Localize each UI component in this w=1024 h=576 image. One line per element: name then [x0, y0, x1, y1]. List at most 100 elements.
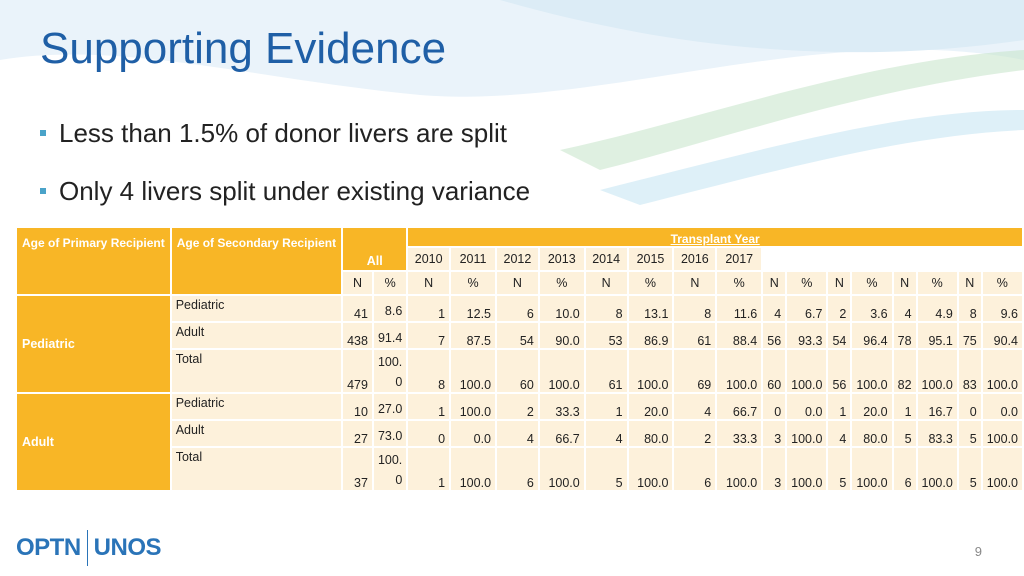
year-header: 2015 [628, 248, 673, 270]
table-cell: 87.5 [451, 323, 496, 348]
table-cell: 83 [958, 350, 981, 392]
table-cell: 100.0 [982, 350, 1022, 392]
table-row: Pediatric Pediatric 41 8.6 1 12.5 6 10.0 8 13.1 8 1… [17, 296, 1022, 392]
row-label: Pediatric [171, 394, 342, 419]
table-cell: 95.1 [917, 323, 957, 348]
table-cell: 6 [674, 448, 716, 490]
header-transplant-year: Transplant Year [408, 228, 1022, 246]
table-cell: 27 [343, 421, 372, 446]
table-cell: 61 [674, 323, 716, 348]
table-cell: 4 [828, 421, 851, 446]
n-header: N [828, 272, 851, 294]
table-cell: 82 [893, 350, 916, 392]
pct-header: % [917, 272, 957, 294]
logo-divider [86, 530, 88, 566]
table-cell: 54 [828, 323, 851, 348]
table-cell: 12.5 [451, 296, 496, 321]
table-cell: 16.7 [917, 394, 957, 419]
table-cell: 100.0 [451, 394, 496, 419]
table-cell: 0.0 [982, 394, 1022, 419]
n-header: N [343, 272, 372, 294]
row-label: Pediatric [171, 296, 342, 321]
row-label: Total [171, 448, 342, 490]
year-header: 2010 [408, 248, 450, 270]
table-cell: 5 [585, 448, 627, 490]
logo-optn: OPTN [16, 534, 81, 561]
n-header: N [893, 272, 916, 294]
table-cell: 100.0 [539, 350, 584, 392]
table-cell: 56 [763, 323, 786, 348]
table-cell: 100.0 [717, 448, 762, 490]
table-cell: 0 [408, 421, 450, 446]
pct-header: % [852, 272, 892, 294]
table-cell: 54 [497, 323, 538, 348]
logo-unos: UNOS [93, 534, 162, 561]
table-cell: 78 [893, 323, 916, 348]
pct-header: % [787, 272, 827, 294]
table-cell: 37 [343, 448, 372, 490]
pct-header: % [717, 272, 762, 294]
table-cell: 73.0 [373, 421, 407, 446]
table-cell: 438 [343, 323, 372, 348]
table-cell: 100.0 [982, 421, 1022, 446]
table-cell: 33.3 [717, 421, 762, 446]
table-cell: 100.0 [852, 350, 892, 392]
header-primary-age: Age of Primary Recipient [17, 228, 170, 294]
table-cell: 0.0 [787, 394, 827, 419]
table-cell: 100. 0 [373, 448, 407, 490]
year-header: 2013 [539, 248, 584, 270]
table-cell: 66.7 [717, 394, 762, 419]
table-cell: 8 [958, 296, 981, 321]
table-cell: 96.4 [852, 323, 892, 348]
table-cell: 88.4 [717, 323, 762, 348]
n-header: N [408, 272, 450, 294]
row-label: Adult [171, 421, 342, 446]
table-cell: 100.0 [852, 448, 892, 490]
n-header: N [497, 272, 538, 294]
year-header: 2014 [585, 248, 627, 270]
pct-header: % [373, 272, 407, 294]
table-cell: 56 [828, 350, 851, 392]
table-cell: 4 [674, 394, 716, 419]
table-cell: 80.0 [852, 421, 892, 446]
table-cell: 8 [585, 296, 627, 321]
table-cell: 100.0 [451, 350, 496, 392]
table-cell: 8 [408, 350, 450, 392]
year-header: 2016 [674, 248, 716, 270]
table-cell: 20.0 [852, 394, 892, 419]
table-row: Adult 27 73.0 0 0.0 4 66.7 4 80.0 2 33.3 3 100.0 4 80.… [17, 421, 1022, 446]
table-cell: 479 [343, 350, 372, 392]
table-cell: 6 [497, 448, 538, 490]
table-row: Total 37 100. 0 1 100.0 6 100.0 5 100.0 6 100.0 3 10… [17, 448, 1022, 490]
table-cell: 4 [763, 296, 786, 321]
year-header: 2017 [717, 248, 762, 270]
row-label: Adult [171, 323, 342, 348]
group-label: Adult [17, 394, 170, 490]
bullet-icon [40, 130, 46, 136]
table-cell: 4 [893, 296, 916, 321]
table-cell: 41 [343, 296, 372, 321]
table-cell: 100.0 [451, 448, 496, 490]
table-cell: 100.0 [628, 448, 673, 490]
n-header: N [585, 272, 627, 294]
year-header: 2011 [451, 248, 496, 270]
table-cell: 6 [497, 296, 538, 321]
header-secondary-age: Age of Secondary Recipient [171, 228, 342, 294]
table-row: Adult Pediatric 10 27.0 1 100.0 2 33.3 1 20.0 4 66.… [17, 394, 1022, 490]
table-cell: 100.0 [917, 448, 957, 490]
table-cell: 8.6 [373, 296, 407, 321]
table-cell: 5 [828, 448, 851, 490]
table-cell: 0 [763, 394, 786, 419]
n-header: N [674, 272, 716, 294]
header-all: All [343, 228, 407, 270]
table-cell: 0 [958, 394, 981, 419]
n-header: N [958, 272, 981, 294]
table-cell: 1 [408, 448, 450, 490]
table-cell: 100.0 [628, 350, 673, 392]
table-cell: 61 [585, 350, 627, 392]
group-label: Pediatric [17, 296, 170, 392]
split-liver-table: Age of Primary Recipient Age of Secondar… [15, 226, 1024, 492]
table-cell: 10.0 [539, 296, 584, 321]
table-cell: 100.0 [539, 448, 584, 490]
page-number: 9 [974, 544, 982, 559]
